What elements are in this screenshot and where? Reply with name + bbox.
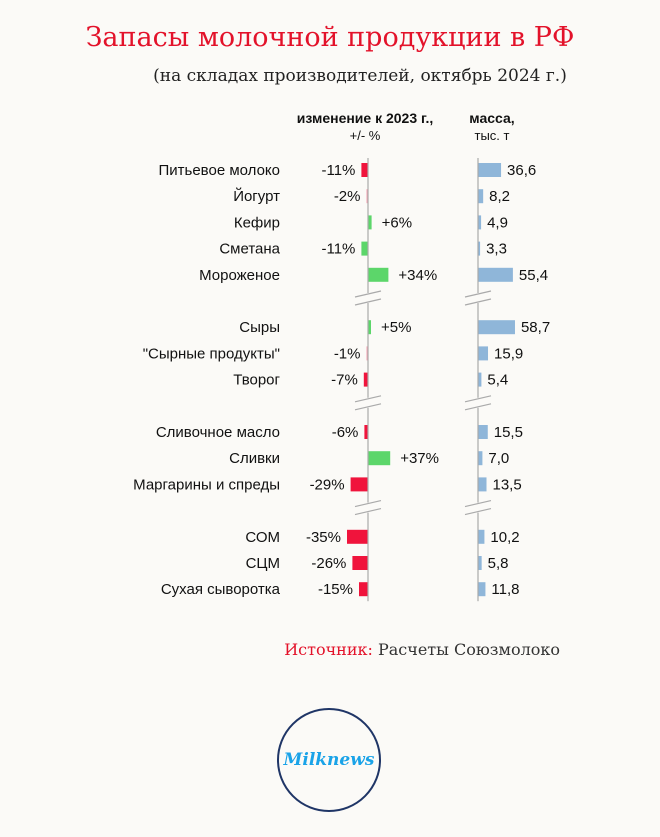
category-label: СЦМ (246, 555, 280, 572)
change-bar (364, 425, 368, 439)
change-label: -26% (311, 555, 346, 572)
change-bar (363, 372, 368, 387)
change-label: -29% (310, 476, 345, 493)
mass-bar (478, 477, 487, 492)
mass-header: масса, (469, 110, 515, 126)
change-bar (347, 529, 368, 544)
milknews-logo: Milknews (277, 708, 381, 812)
chart-title: Запасы молочной продукции в РФ (85, 22, 575, 53)
mass-label: 58,7 (521, 319, 550, 336)
change-bar (368, 215, 372, 230)
change-bar (368, 267, 389, 282)
change-label: -11% (321, 241, 355, 258)
category-label: Сухая сыворотка (161, 581, 281, 598)
category-label: Йогурт (233, 187, 280, 205)
source-text: Расчеты Союзмолоко (372, 640, 560, 659)
change-header: изменение к 2023 г., (296, 110, 434, 126)
change-label: -7% (331, 372, 358, 389)
mass-label: 8,2 (489, 188, 510, 205)
category-label: "Сырные продукты" (143, 345, 280, 362)
mass-label: 7,0 (488, 450, 509, 467)
change-bar (359, 582, 368, 597)
mass-label: 5,8 (488, 555, 509, 572)
axis-break-mark (464, 508, 492, 516)
category-label: Маргарины и спреды (133, 476, 280, 493)
mass-bar (478, 425, 488, 439)
mass-label: 4,9 (487, 214, 508, 231)
mass-label: 5,4 (487, 372, 508, 389)
mass-bar (478, 189, 484, 204)
logo-text: Milknews (283, 750, 375, 770)
mass-bar (478, 582, 486, 597)
mass-label: 55,4 (519, 267, 548, 284)
mass-bar (478, 451, 483, 466)
category-label: Мороженое (199, 267, 280, 284)
mass-bar (478, 346, 489, 361)
source-label: Источник: (284, 640, 373, 659)
source-note: Источник: Расчеты Союзмолоко (0, 640, 560, 659)
change-unit: +/- % (349, 128, 381, 143)
change-bar (352, 556, 368, 570)
category-label: Сливочное масло (156, 424, 280, 441)
category-label: Сметана (219, 241, 280, 258)
category-label: Питьевое молоко (158, 162, 280, 179)
mass-label: 15,9 (494, 345, 523, 362)
change-bar (361, 241, 368, 256)
category-label: СОМ (245, 529, 280, 546)
chart-subtitle: (на складах производителей, октябрь 2024… (153, 66, 567, 86)
change-label: +34% (398, 267, 437, 284)
mass-bar (478, 556, 482, 570)
change-label: -6% (332, 424, 359, 441)
mass-bar (478, 215, 482, 230)
mass-bar (478, 163, 502, 177)
category-label: Кефир (234, 214, 280, 231)
axis-break-mark (464, 500, 492, 508)
axis-break-mark (464, 290, 492, 298)
mass-bar (478, 372, 482, 387)
change-label: -11% (321, 162, 355, 179)
mass-label: 3,3 (486, 241, 507, 258)
axis-break-mark (464, 395, 492, 403)
change-bar (368, 320, 371, 335)
axis-break-mark (354, 395, 382, 403)
mass-label: 11,8 (491, 581, 519, 598)
change-label: -1% (334, 345, 361, 362)
mass-label: 36,6 (507, 162, 536, 179)
change-bar (366, 346, 368, 361)
category-label: Сыры (239, 319, 280, 336)
mass-bar (478, 241, 481, 256)
change-label: -35% (306, 529, 341, 546)
mass-unit: тыс. т (474, 128, 510, 143)
change-label: -2% (334, 188, 361, 205)
change-bar (368, 451, 391, 466)
mass-bar (478, 529, 485, 544)
change-label: +5% (381, 319, 411, 336)
axis-break-mark (464, 298, 492, 306)
change-label: +6% (382, 214, 412, 231)
change-label: -15% (318, 581, 353, 598)
axis-break-mark (464, 403, 492, 411)
axis-break-mark (354, 508, 382, 516)
mass-label: 13,5 (493, 476, 522, 493)
mass-label: 10,2 (490, 529, 519, 546)
category-label: Сливки (229, 450, 280, 467)
change-bar (361, 163, 368, 177)
change-label: +37% (400, 450, 439, 467)
change-bar (350, 477, 368, 492)
axis-break-mark (354, 403, 382, 411)
mass-label: 15,5 (494, 424, 523, 441)
axis-break-mark (354, 290, 382, 298)
axis-break-mark (354, 500, 382, 508)
change-bar (366, 189, 368, 204)
category-label: Творог (233, 372, 280, 389)
mass-bar (478, 320, 515, 335)
axis-break-mark (354, 298, 382, 306)
mass-bar (478, 267, 513, 282)
